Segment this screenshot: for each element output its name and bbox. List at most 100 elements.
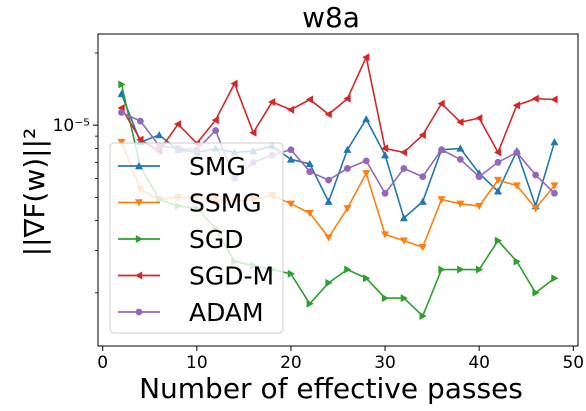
data-point (400, 294, 408, 303)
data-point (287, 146, 295, 154)
data-point (305, 95, 313, 104)
data-point (324, 234, 333, 242)
data-point (551, 189, 558, 197)
data-point (324, 110, 332, 119)
legend-entry: SGD-M (118, 262, 274, 291)
data-point (362, 53, 370, 62)
data-point (286, 200, 295, 208)
data-point (438, 146, 445, 154)
data-point (286, 155, 295, 163)
data-point (513, 148, 521, 156)
data-point (249, 128, 257, 137)
data-point (399, 237, 408, 245)
data-point (136, 135, 144, 144)
legend-entry: SGD (118, 225, 244, 254)
data-point (381, 294, 390, 303)
data-point (512, 101, 521, 110)
data-point (305, 159, 314, 168)
data-point (118, 109, 125, 116)
data-point (118, 80, 126, 89)
data-point (457, 265, 465, 274)
x-tick-label: 30 (374, 353, 396, 373)
x-axis-title: Number of effective passes (139, 372, 523, 405)
data-point (475, 114, 483, 123)
legend-label: SGD (189, 225, 244, 254)
axes: 0 10 20 30 40 50 10⁻⁵ (53, 33, 584, 373)
legend-marker (135, 235, 143, 243)
data-point (324, 197, 333, 205)
data-point (456, 200, 465, 208)
data-point (494, 236, 502, 245)
data-point (381, 151, 390, 159)
x-tick-label: 20 (280, 353, 302, 373)
data-point (343, 94, 351, 103)
data-point (400, 165, 408, 172)
data-point (306, 168, 314, 176)
legend-marker (135, 271, 143, 280)
data-point (532, 171, 540, 179)
data-point (494, 158, 502, 166)
data-point (136, 117, 144, 125)
legend-label: SGD-M (189, 262, 274, 291)
data-point (456, 155, 464, 163)
data-point (419, 173, 427, 181)
data-point (456, 118, 464, 127)
data-point (418, 197, 427, 205)
data-point (437, 99, 445, 108)
data-point (362, 170, 371, 178)
legend-entry: SMG (118, 152, 246, 181)
data-point (325, 278, 333, 287)
data-point (325, 176, 332, 184)
legend-label: SSMG (189, 189, 262, 218)
data-point (418, 243, 427, 252)
data-point (305, 209, 314, 218)
data-point (344, 165, 351, 172)
data-point (155, 131, 164, 139)
data-point (475, 202, 484, 211)
legend: SMG SSMG SGD SGD-M ADAM (109, 142, 284, 334)
legend-label: ADAM (189, 298, 264, 327)
data-point (418, 131, 426, 140)
legend-marker (135, 308, 143, 316)
data-point (531, 205, 540, 213)
data-point (174, 120, 182, 129)
y-tick-label: 10⁻⁵ (53, 116, 90, 136)
data-point (550, 182, 559, 190)
plot-frame (97, 33, 579, 347)
data-point (268, 97, 276, 106)
data-point (550, 95, 558, 104)
data-point (362, 115, 371, 123)
data-point (475, 173, 483, 181)
series-line (120, 54, 555, 155)
data-point (437, 196, 446, 204)
x-tick-label: 0 (97, 353, 108, 373)
data-point (343, 145, 352, 153)
data-point (531, 94, 539, 103)
data-point (286, 105, 295, 114)
data-point (419, 312, 427, 321)
data-point (532, 288, 540, 297)
data-point (363, 274, 371, 283)
data-point (512, 182, 521, 190)
data-point (287, 269, 295, 278)
legend-marker (135, 162, 143, 170)
legend-entry: ADAM (118, 298, 264, 327)
x-tick-label: 50 (562, 353, 584, 373)
data-point (494, 176, 502, 185)
data-point (381, 231, 390, 239)
x-tick-label: 40 (468, 353, 490, 373)
legend-box (109, 142, 284, 334)
data-point (399, 214, 408, 222)
data-point (343, 205, 352, 213)
legend-entry: SSMG (118, 189, 262, 218)
data-point (344, 265, 352, 274)
series-sgd-m (117, 53, 558, 157)
data-point (381, 189, 389, 197)
data-point (494, 148, 502, 157)
data-point (306, 299, 314, 308)
data-point (550, 138, 559, 146)
y-axis-title: ||∇F(w)||² (18, 128, 51, 257)
data-point (230, 79, 238, 88)
data-point (475, 265, 484, 274)
